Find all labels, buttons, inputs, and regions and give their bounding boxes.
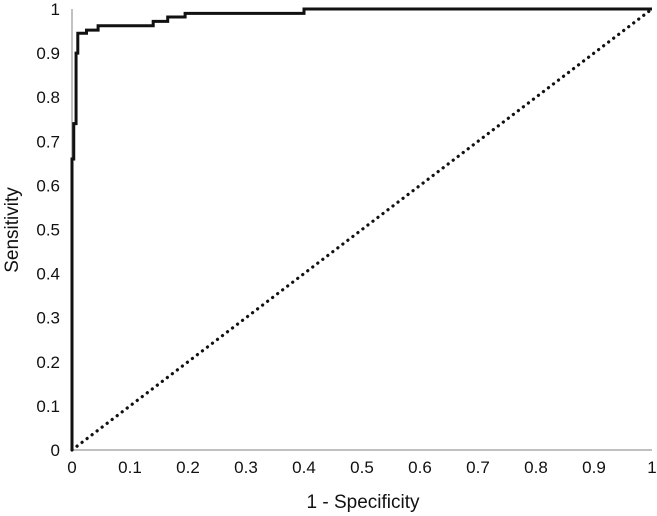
y-tick-label: 0.8 — [36, 88, 60, 107]
x-axis-title: 1 - Specificity — [307, 492, 420, 513]
x-tick-label: 0.6 — [408, 458, 432, 477]
y-tick-label: 0.1 — [36, 397, 60, 416]
x-tick-label: 0 — [67, 458, 76, 477]
y-tick-label: 0.5 — [36, 221, 60, 240]
x-tick-label: 0.4 — [292, 458, 316, 477]
x-tick-label: 0.3 — [234, 458, 258, 477]
x-tick-label: 0.1 — [118, 458, 142, 477]
x-tick-labels: 0 0.1 0.2 0.3 0.4 0.5 0.6 0.7 0.8 0.9 1 — [67, 458, 656, 477]
plot-area: 0 0.1 0.2 0.3 0.4 0.5 0.6 0.7 0.8 0.9 1 0 0.1 0.2 0.3… — [36, 0, 656, 477]
x-tick-label: 0.5 — [350, 458, 374, 477]
series-layer — [70, 7, 654, 452]
y-tick-label: 0 — [51, 441, 60, 460]
x-tick-label: 1 — [647, 458, 656, 477]
y-axis-title: Sensitivity — [2, 187, 23, 273]
y-tick-labels: 0 0.1 0.2 0.3 0.4 0.5 0.6 0.7 0.8 0.9 1 — [36, 0, 60, 460]
x-tick-label: 0.7 — [466, 458, 490, 477]
x-tick-label: 0.8 — [524, 458, 548, 477]
y-tick-label: 0.6 — [36, 176, 60, 195]
y-tick-label: 0.9 — [36, 44, 60, 63]
roc-curve-line — [70, 7, 652, 450]
y-tick-label: 0.3 — [36, 309, 60, 328]
y-tick-label: 0.4 — [36, 265, 60, 284]
x-tick-label: 0.2 — [176, 458, 200, 477]
y-tick-label: 0.7 — [36, 132, 60, 151]
reference-diagonal-line — [70, 7, 654, 452]
y-tick-label: 1 — [51, 0, 60, 19]
y-tick-label: 0.2 — [36, 353, 60, 372]
x-tick-label: 0.9 — [582, 458, 606, 477]
